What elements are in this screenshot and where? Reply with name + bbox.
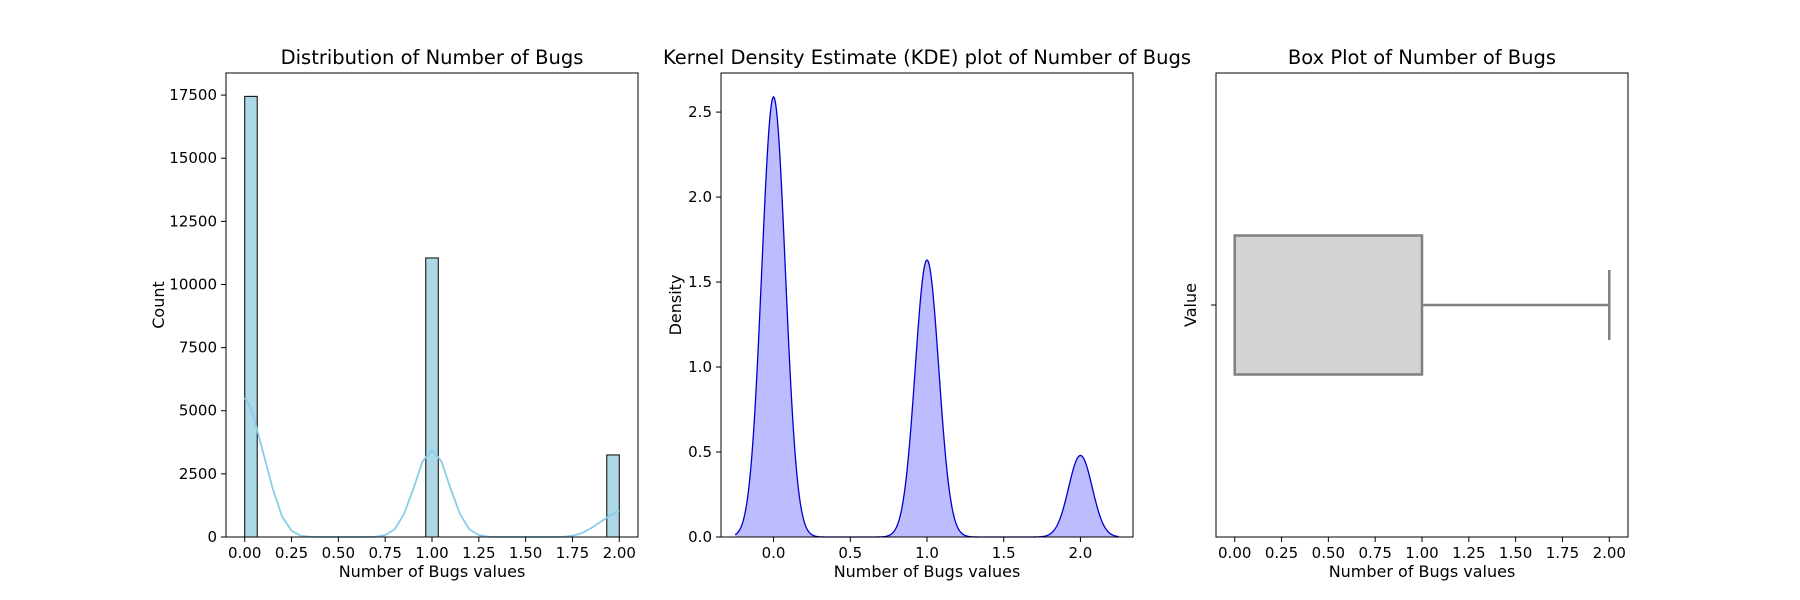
kde-y-tick-label: 2.0 — [688, 188, 712, 206]
boxplot-box — [1233, 234, 1424, 376]
kde-title: Kernel Density Estimate (KDE) plot of Nu… — [663, 46, 1191, 69]
boxplot-x-tick-label: 2.00 — [1593, 544, 1626, 562]
histogram-x-tick-label: 1.75 — [556, 544, 589, 562]
kde-x-tick-label: 0.5 — [838, 544, 862, 562]
histogram-x-tick-label: 1.25 — [462, 544, 495, 562]
boxplot-x-tick-label: 1.50 — [1499, 544, 1532, 562]
histogram-y-tick-label: 2500 — [179, 465, 217, 483]
kde-x-tick-label: 0.0 — [762, 544, 786, 562]
histogram-y-tick-label: 15000 — [169, 149, 217, 167]
boxplot-x-tick-label: 1.75 — [1546, 544, 1579, 562]
boxplot-x-tick-label: 0.50 — [1312, 544, 1345, 562]
histogram-y-tick-label: 5000 — [179, 402, 217, 420]
histogram-x-ticks: 0.00 0.25 0.50 0.75 1.00 1.25 1.50 1.75 2.00 — [228, 537, 636, 562]
boxplot-x-label: Number of Bugs values — [1329, 562, 1516, 581]
histogram-x-tick-label: 0.50 — [322, 544, 355, 562]
histogram-title: Distribution of Number of Bugs — [281, 46, 584, 69]
histogram-y-tick-label: 7500 — [179, 339, 217, 357]
histogram-bar — [425, 257, 439, 538]
boxplot-x-tick-label: 0.00 — [1218, 544, 1251, 562]
histogram-kde-line — [244, 397, 620, 538]
histogram-x-label: Number of Bugs values — [339, 562, 526, 581]
kde-frame — [720, 72, 1134, 538]
histogram-marks — [244, 95, 620, 538]
boxplot-x-tick-label: 1.00 — [1405, 544, 1438, 562]
kde-y-ticks: 0.0 0.5 1.0 1.5 2.0 2.5 — [688, 103, 721, 546]
histogram-x-tick-label: 0.75 — [368, 544, 401, 562]
histogram-x-tick-label: 0.00 — [228, 544, 261, 562]
histogram-x-tick-label: 1.00 — [415, 544, 448, 562]
kde-area — [735, 96, 1119, 537]
boxplot-x-tick-label: 1.25 — [1452, 544, 1485, 562]
histogram-x-tick-label: 1.50 — [509, 544, 542, 562]
histogram-bar — [606, 454, 620, 538]
kde-y-tick-label: 1.5 — [688, 273, 712, 291]
histogram-x-tick-label: 0.25 — [275, 544, 308, 562]
boxplot-x-ticks: 0.00 0.25 0.50 0.75 1.00 1.25 1.50 1.75 2.00 — [1218, 537, 1626, 562]
kde-x-tick-label: 1.5 — [992, 544, 1016, 562]
histogram-y-label: Count — [149, 281, 168, 329]
kde-x-ticks: 0.0 0.5 1.0 1.5 2.0 — [762, 537, 1093, 562]
histogram-y-tick-label: 10000 — [169, 275, 217, 293]
kde-marks — [734, 95, 1119, 538]
kde-y-tick-label: 1.0 — [688, 358, 712, 376]
histogram-bar — [244, 95, 258, 538]
boxplot-panel: Box Plot of Number of Bugs 0.00 0.25 0.50 0… — [1181, 46, 1629, 581]
histogram-y-tick-label: 12500 — [169, 212, 217, 230]
histogram-y-tick-label: 0 — [207, 528, 217, 546]
boxplot-x-tick-label: 0.25 — [1265, 544, 1298, 562]
histogram-x-tick-label: 2.00 — [603, 544, 636, 562]
kde-y-label: Density — [666, 275, 685, 336]
kde-panel: Kernel Density Estimate (KDE) plot of Nu… — [663, 46, 1191, 581]
histogram-y-ticks: 0 2500 5000 7500 10000 12500 15000 17500 — [169, 86, 226, 546]
kde-line — [734, 95, 1119, 538]
histogram-y-tick-label: 17500 — [169, 86, 217, 104]
boxplot-x-tick-label: 0.75 — [1358, 544, 1391, 562]
boxplot-frame — [1215, 72, 1629, 538]
kde-y-tick-label: 2.5 — [688, 103, 712, 121]
kde-x-tick-label: 1.0 — [915, 544, 939, 562]
histogram-frame — [225, 72, 639, 538]
boxplot-title: Box Plot of Number of Bugs — [1288, 46, 1556, 69]
kde-x-label: Number of Bugs values — [834, 562, 1021, 581]
histogram-panel: Distribution of Number of Bugs 0.00 0.25 0… — [149, 46, 639, 581]
boxplot-y-label: Value — [1181, 283, 1200, 327]
kde-y-tick-label: 0.5 — [688, 443, 712, 461]
boxplot-marks — [1233, 234, 1611, 376]
kde-x-tick-label: 2.0 — [1069, 544, 1093, 562]
kde-y-tick-label: 0.0 — [688, 528, 712, 546]
